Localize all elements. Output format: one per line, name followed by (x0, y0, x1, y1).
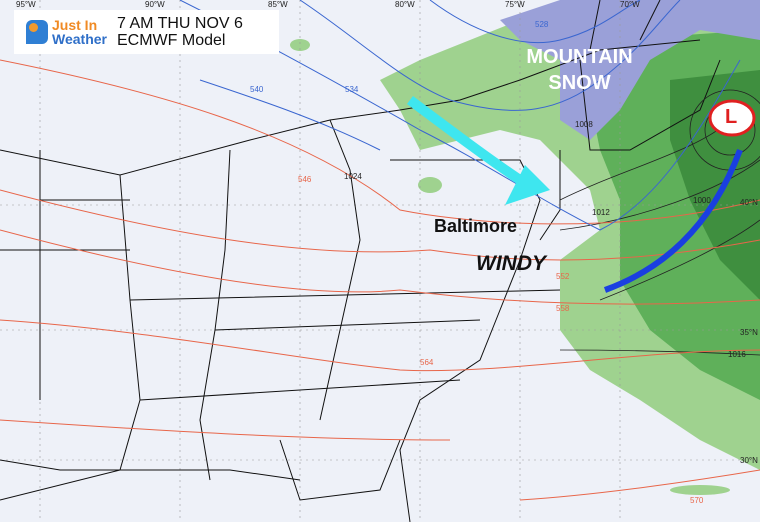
isobar-label: 1016 (728, 350, 746, 359)
mountain-snow-line2: SNOW (548, 72, 611, 94)
low-height-contours (179, 0, 741, 231)
header-banner: Just In Weather 7 AM THU NOV 6 ECMWF Mod… (14, 10, 279, 54)
low-label: L (725, 106, 738, 128)
lon-label: 85°W (268, 0, 288, 9)
lat-label: 30°N (740, 456, 758, 465)
isobar-label: 1024 (344, 172, 362, 181)
contour-label: 528 (535, 20, 549, 29)
logo: Just In Weather (52, 18, 107, 46)
weather-logo-icon (26, 20, 48, 44)
contour-label: 552 (556, 272, 570, 281)
lon-label: 75°W (505, 0, 525, 9)
contour-label: 546 (298, 175, 312, 184)
isobar-label: 1012 (592, 208, 610, 217)
mountain-snow-label: MOUNTAIN SNOW (512, 44, 647, 96)
cold-front (603, 148, 743, 293)
logo-line1: Just In (52, 17, 98, 33)
map-title: 7 AM THU NOV 6 ECMWF Model (117, 15, 243, 49)
flow-arrow (407, 95, 550, 205)
lon-label: 90°W (145, 0, 165, 9)
lon-label: 95°W (16, 0, 36, 9)
contour-label: 570 (690, 496, 704, 505)
contour-label: 540 (250, 85, 264, 94)
low-pressure-marker (708, 99, 756, 137)
contour-label: 558 (556, 304, 570, 313)
model-name: ECMWF Model (116, 32, 226, 49)
contour-label: 534 (345, 85, 359, 94)
city-label-baltimore: Baltimore (434, 216, 518, 236)
valid-time: 7 AM THU NOV 6 (116, 15, 243, 32)
logo-line2: Weather (52, 31, 107, 47)
windy-label: WINDY (476, 252, 546, 275)
isobar-label: 1008 (575, 120, 593, 129)
mountain-snow-line1: MOUNTAIN (526, 46, 633, 68)
lat-label: 35°N (740, 328, 758, 337)
borders (0, 0, 721, 522)
lon-label: 70°W (620, 0, 640, 9)
lat-label: 40°N (740, 198, 758, 207)
lon-label: 80°W (395, 0, 415, 9)
height-contours (0, 59, 760, 501)
contour-label: 564 (420, 358, 434, 367)
isobar-label: 1000 (693, 196, 711, 205)
precipitation-snow (500, 0, 760, 140)
